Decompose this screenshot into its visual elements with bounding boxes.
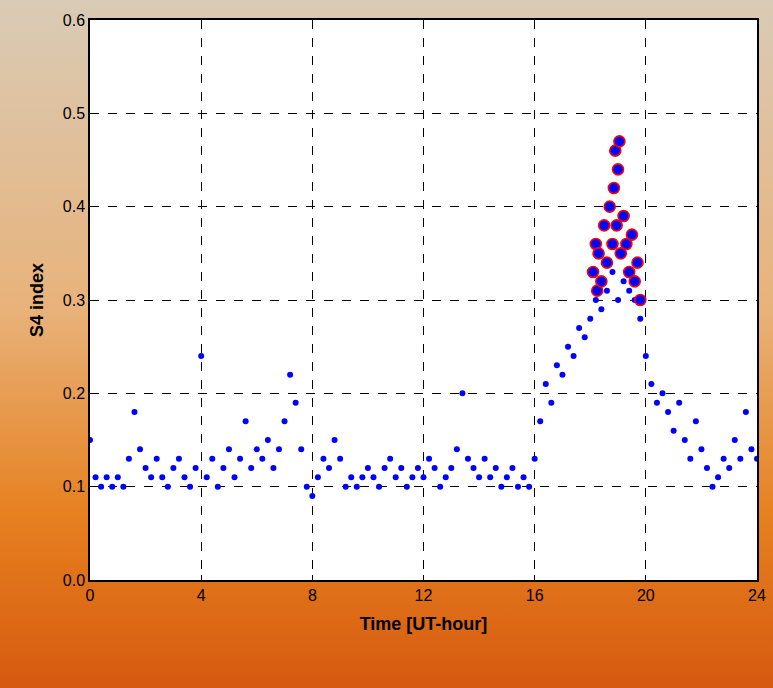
svg-text:0.3: 0.3: [63, 292, 85, 309]
svg-text:12: 12: [415, 587, 433, 604]
svg-text:0.4: 0.4: [63, 198, 85, 215]
svg-text:0.0: 0.0: [63, 572, 85, 589]
svg-text:0: 0: [86, 587, 95, 604]
svg-text:Time [UT-hour]: Time [UT-hour]: [360, 614, 488, 634]
svg-text:4: 4: [197, 587, 206, 604]
svg-text:16: 16: [526, 587, 544, 604]
svg-text:0.1: 0.1: [63, 478, 85, 495]
svg-text:0.6: 0.6: [63, 12, 85, 29]
svg-text:8: 8: [308, 587, 317, 604]
svg-text:20: 20: [637, 587, 655, 604]
svg-text:0.5: 0.5: [63, 105, 85, 122]
svg-text:24: 24: [748, 587, 766, 604]
svg-text:S4 index: S4 index: [27, 263, 47, 337]
svg-text:0.2: 0.2: [63, 385, 85, 402]
